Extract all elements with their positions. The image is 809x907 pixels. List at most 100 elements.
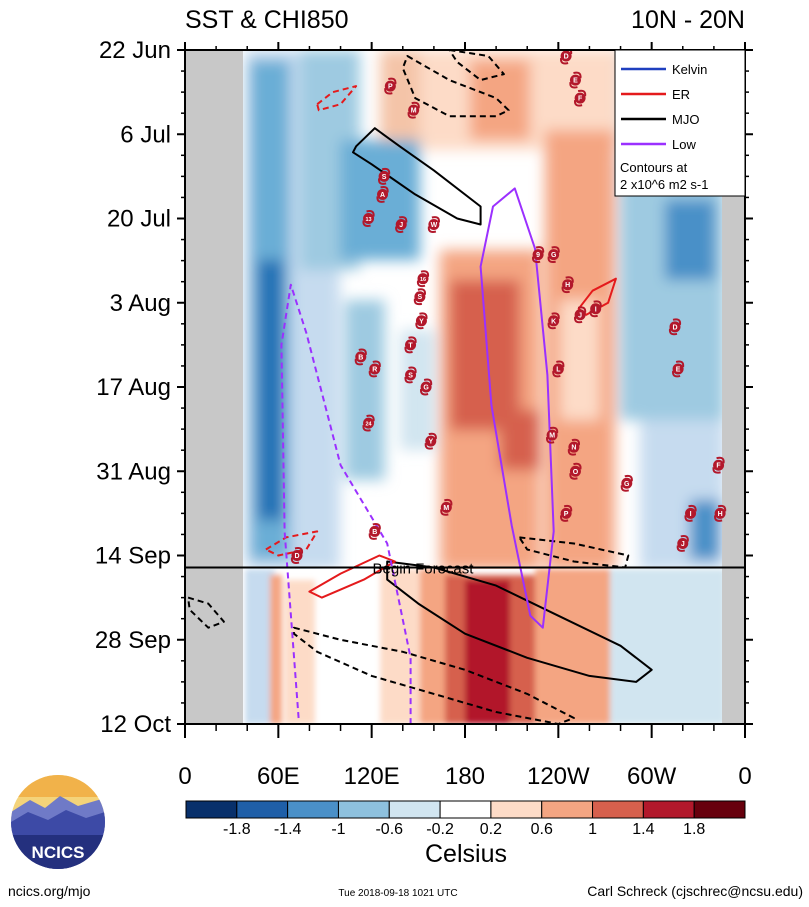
storm-marker: L bbox=[552, 360, 565, 378]
colorbar-swatch bbox=[541, 800, 594, 819]
colorbar-swatch bbox=[693, 800, 746, 819]
contour-mjo-1 bbox=[386, 560, 653, 683]
storm-label: A bbox=[380, 192, 385, 199]
x-tick-label: 0 bbox=[178, 763, 191, 790]
colorbar-tick-label: 1 bbox=[588, 821, 597, 838]
forecast-label: Begin Forecast bbox=[373, 561, 475, 578]
storm-marker: S bbox=[404, 366, 417, 384]
footer-author: Carl Schreck (cjschrec@ncsu.edu) bbox=[587, 883, 803, 899]
contour-mjo-0 bbox=[352, 127, 482, 226]
storm-marker: B bbox=[354, 348, 367, 366]
y-tick-label: 28 Sep bbox=[95, 627, 171, 654]
storm-label: Y bbox=[428, 439, 433, 446]
chart-region: 10N - 20N bbox=[631, 6, 745, 34]
storm-marker: G bbox=[620, 474, 633, 492]
storm-label: F bbox=[716, 463, 721, 470]
storm-marker: 24 bbox=[362, 414, 375, 432]
storm-label: L bbox=[556, 366, 561, 373]
storm-marker: B bbox=[368, 522, 381, 540]
colorbar-tick-label: 0.2 bbox=[480, 821, 502, 838]
colorbar-tick-label: -0.6 bbox=[375, 821, 403, 838]
storm-marker: 13 bbox=[362, 210, 375, 227]
footer-timestamp: Tue 2018-09-18 1021 UTC bbox=[338, 888, 457, 899]
colorbar-swatch bbox=[236, 800, 289, 819]
storm-marker: W bbox=[427, 216, 440, 233]
storm-label: N bbox=[571, 445, 576, 452]
storm-label: D bbox=[294, 553, 299, 560]
storm-label: B bbox=[372, 529, 377, 536]
contour-mjo-5 bbox=[187, 596, 225, 629]
storm-marker: J bbox=[676, 535, 689, 552]
storm-marker: Y bbox=[415, 312, 428, 330]
storm-label: K bbox=[551, 318, 556, 325]
colorbar-tick-label: 1.4 bbox=[632, 821, 654, 838]
storm-label: 24 bbox=[365, 422, 372, 428]
storm-marker: D bbox=[668, 318, 682, 336]
storm-marker: 16 bbox=[416, 270, 430, 288]
colorbar-swatch bbox=[592, 800, 644, 819]
contour-mjo-4 bbox=[292, 626, 575, 724]
storm-label: P bbox=[564, 511, 569, 518]
storm-marker: M bbox=[407, 101, 420, 119]
storm-label: E bbox=[573, 78, 578, 85]
storm-marker: F bbox=[574, 89, 587, 107]
storm-marker: E bbox=[569, 71, 582, 89]
storm-label: S bbox=[408, 372, 413, 379]
legend-label-low: Low bbox=[672, 137, 696, 152]
contour-er-8 bbox=[264, 530, 319, 557]
storm-label: M bbox=[549, 433, 555, 440]
x-tick-label: 120W bbox=[527, 763, 590, 790]
legend-box bbox=[614, 49, 746, 197]
storm-label: D bbox=[564, 54, 569, 61]
storm-label: J bbox=[578, 312, 582, 319]
storm-label: J bbox=[399, 222, 403, 229]
contour-low-11 bbox=[479, 187, 555, 629]
sst-anomaly-field bbox=[245, 50, 725, 570]
ncics-logo-text: NCICS bbox=[32, 843, 85, 862]
storm-marker: A bbox=[376, 185, 389, 203]
x-axis: 0 60E 120E 180 120W 60W 0 bbox=[178, 42, 752, 790]
storm-label: I bbox=[595, 306, 597, 313]
storm-label: M bbox=[443, 505, 449, 512]
storm-marker: R bbox=[368, 360, 381, 378]
colorbar: -1.8 -1.4 -1 -0.6 -0.2 0.2 0.6 1 1.4 1.8 bbox=[185, 800, 746, 838]
storm-marker: S bbox=[413, 288, 426, 306]
storm-label: S bbox=[382, 174, 387, 181]
legend: Kelvin ER MJO Low Contours at 2 x10^6 m2 s-… bbox=[614, 49, 746, 197]
storm-label: H bbox=[718, 511, 723, 518]
legend-label-mjo: MJO bbox=[672, 112, 699, 127]
storm-marker: T bbox=[404, 336, 417, 354]
forecast-sst-field bbox=[185, 569, 725, 724]
y-axis: 22 Jun 6 Jul 20 Jul 3 Aug 17 Aug 31 Aug 14 Sep… bbox=[95, 37, 753, 738]
storm-label: 16 bbox=[420, 277, 426, 283]
y-tick-label: 20 Jul bbox=[107, 206, 171, 233]
storm-label: E bbox=[676, 366, 681, 373]
colorbar-tick-label: -0.2 bbox=[426, 821, 454, 838]
x-tick-label: 60E bbox=[257, 763, 300, 790]
storm-label: S bbox=[418, 294, 423, 301]
storm-marker: K bbox=[547, 312, 560, 330]
contour-mjo-2 bbox=[401, 55, 510, 118]
legend-note-line-1: Contours at bbox=[620, 160, 688, 175]
colorbar-swatch bbox=[439, 800, 492, 819]
storm-label: Y bbox=[419, 318, 424, 325]
colorbar-swatch bbox=[490, 800, 543, 819]
storm-marker: H bbox=[714, 504, 727, 522]
contour-layer bbox=[187, 50, 653, 724]
x-tick-label: 180 bbox=[445, 763, 485, 790]
y-tick-label: 31 Aug bbox=[96, 458, 171, 485]
colorbar-swatch bbox=[185, 800, 238, 819]
y-tick-label: 12 Oct bbox=[100, 711, 171, 738]
storm-label: O bbox=[573, 469, 579, 476]
storm-label: P bbox=[388, 84, 393, 91]
storm-marker: M bbox=[546, 426, 559, 444]
storm-label: H bbox=[565, 282, 570, 289]
storm-label: G bbox=[551, 252, 557, 259]
colorbar-swatch bbox=[337, 800, 390, 819]
storm-label: 9 bbox=[536, 252, 540, 259]
colorbar-title: Celsius bbox=[425, 840, 507, 868]
contour-mjo-3 bbox=[448, 50, 505, 82]
colorbar-swatch bbox=[287, 800, 339, 819]
storm-label: T bbox=[408, 342, 413, 349]
